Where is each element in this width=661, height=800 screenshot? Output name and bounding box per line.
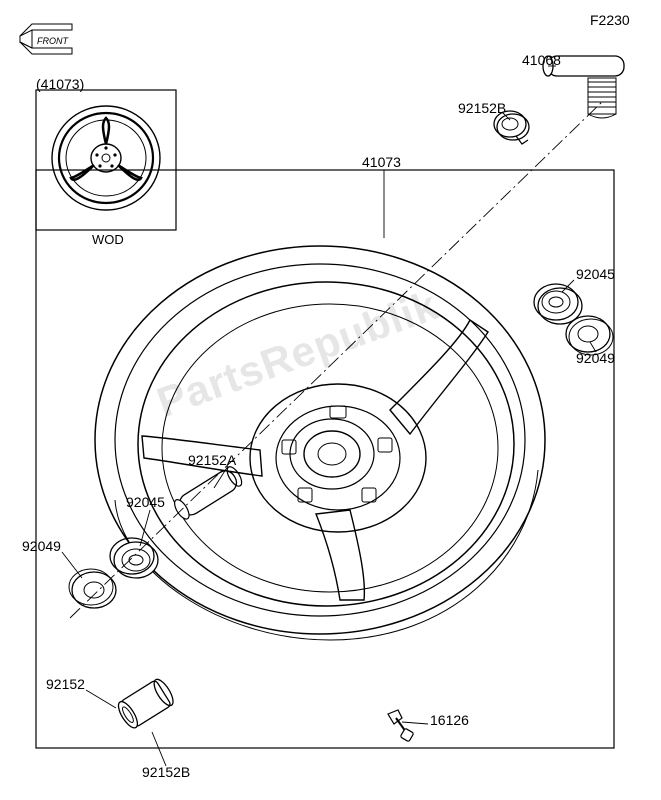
label-92049-r: 92049 — [576, 350, 615, 366]
part-bearing-right — [534, 284, 582, 324]
label-16126: 16126 — [430, 712, 469, 728]
label-fig-code: F2230 — [590, 12, 630, 28]
label-92152B-bot: 92152B — [142, 764, 190, 780]
label-41073: 41073 — [362, 154, 401, 170]
label-92049-l: 92049 — [22, 538, 61, 554]
label-inset-wod: WOD — [92, 232, 124, 247]
diagram-page: PartsRepublik FRONT — [0, 0, 661, 800]
label-92045-l: 92045 — [126, 494, 165, 510]
label-92152: 92152 — [46, 676, 85, 692]
part-seal-left — [69, 569, 116, 608]
label-41068: 41068 — [522, 52, 561, 68]
part-spacer-left — [172, 464, 245, 521]
inset-frame — [36, 90, 176, 230]
front-badge-text: FRONT — [37, 36, 69, 46]
part-bearing-left — [110, 538, 158, 578]
label-inset-ref: (41073) — [36, 76, 84, 92]
diagram-svg: FRONT — [0, 0, 661, 800]
inset-wheel — [52, 106, 160, 210]
part-valve — [388, 710, 414, 742]
label-92045-r: 92045 — [576, 266, 615, 282]
front-badge: FRONT — [20, 24, 72, 54]
part-collar-bottom — [115, 677, 177, 731]
main-wheel — [95, 246, 545, 640]
label-92152A: 92152A — [188, 452, 236, 468]
label-92152B-top: 92152B — [458, 100, 506, 116]
